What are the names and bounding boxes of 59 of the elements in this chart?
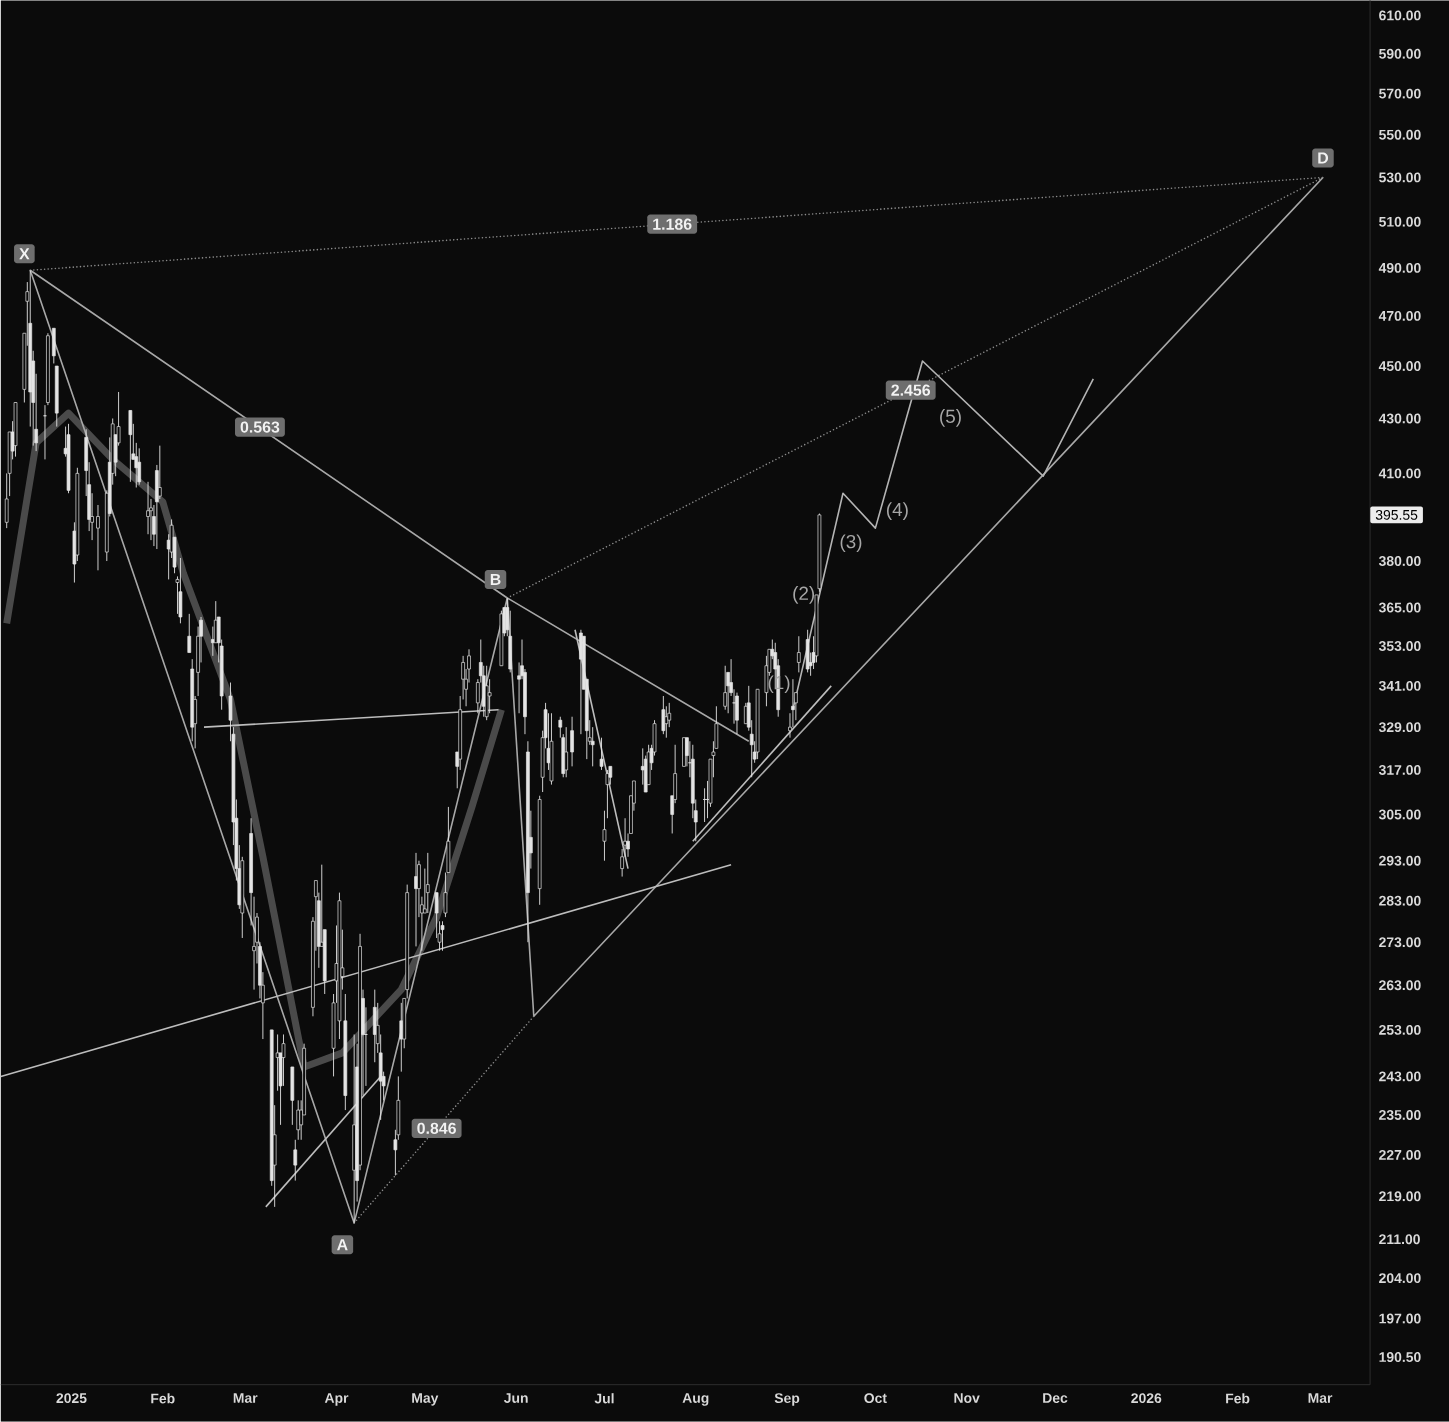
x-tick-label: Jun [503, 1393, 528, 1404]
x-tick-label: Feb [1226, 1393, 1250, 1404]
annotation: (4) [886, 502, 908, 521]
y-tick-label: 570.00 [1379, 88, 1421, 99]
x-tick-label: Mar [233, 1393, 258, 1404]
y-tick-label: 197.00 [1379, 1313, 1421, 1324]
y-tick-label: 490.00 [1378, 263, 1421, 273]
y-tick-label: 204.00 [1379, 1273, 1421, 1284]
y-tick-label: 410.00 [1378, 468, 1421, 479]
y-tick-label: 380.00 [1378, 556, 1421, 567]
y-tick-label: 283.00 [1379, 895, 1421, 906]
y-tick-label: 227.00 [1379, 1150, 1421, 1160]
y-tick-label: 317.00 [1378, 765, 1421, 776]
x-tick-label: 2026 [1131, 1393, 1162, 1404]
text: 395.55 [1375, 510, 1418, 520]
y-tick-label: 190.50 [1379, 1352, 1421, 1363]
x-tick-label: Aug [682, 1393, 709, 1406]
x-tick-label: Apr [324, 1393, 349, 1406]
y-tick-label: 273.00 [1379, 937, 1421, 948]
x-tick-label: Feb [151, 1393, 175, 1404]
x-tick-label: Jul [594, 1393, 614, 1404]
x-tick-label: Sep [774, 1393, 800, 1406]
x-tick-label: Nov [954, 1393, 980, 1404]
y-tick-label: 293.00 [1379, 855, 1421, 866]
annotation: D [1318, 152, 1329, 164]
annotation: (5) [940, 409, 961, 427]
x-tick-label: Mar [1308, 1393, 1333, 1404]
y-tick-label: 263.00 [1379, 980, 1421, 991]
y-tick-label: 235.00 [1379, 1110, 1421, 1121]
y-tick-label: 243.00 [1379, 1071, 1421, 1082]
y-tick-label: 610.00 [1379, 10, 1421, 21]
annotation: 1.186 [653, 218, 692, 231]
annotation: B [490, 574, 501, 586]
y-tick-label: 550.00 [1379, 129, 1421, 140]
y-tick-label: 590.00 [1379, 49, 1421, 59]
x-tick-label: Oct [864, 1393, 887, 1404]
y-tick-label: 353.00 [1378, 641, 1421, 652]
y-tick-label: 430.00 [1378, 413, 1421, 424]
y-tick-label: 305.00 [1378, 809, 1421, 820]
annotation: 0.563 [240, 421, 280, 433]
annotation: (3) [840, 534, 862, 553]
x-tick-label: May [412, 1393, 439, 1406]
y-tick-label: 530.00 [1379, 172, 1421, 183]
y-tick-label: 510.00 [1379, 216, 1421, 227]
annotation: 0.846 [417, 1122, 456, 1135]
y-tick-label: 341.00 [1378, 681, 1421, 691]
y-tick-label: 211.00 [1379, 1234, 1420, 1245]
y-tick-label: 450.00 [1378, 361, 1421, 372]
x-tick-label: Dec [1043, 1393, 1068, 1404]
y-tick-label: 253.00 [1379, 1025, 1421, 1035]
annotation: (2) [793, 586, 815, 604]
x-tick-label: 2025 [56, 1393, 87, 1404]
y-tick-label: 470.00 [1378, 311, 1421, 321]
y-tick-label: 329.00 [1378, 722, 1421, 733]
annotation: 2.456 [891, 384, 931, 396]
y-tick-label: 365.00 [1378, 602, 1421, 613]
y-tick-label: 219.00 [1379, 1191, 1421, 1202]
annotation: A [337, 1239, 348, 1251]
annotation: X [19, 248, 30, 260]
